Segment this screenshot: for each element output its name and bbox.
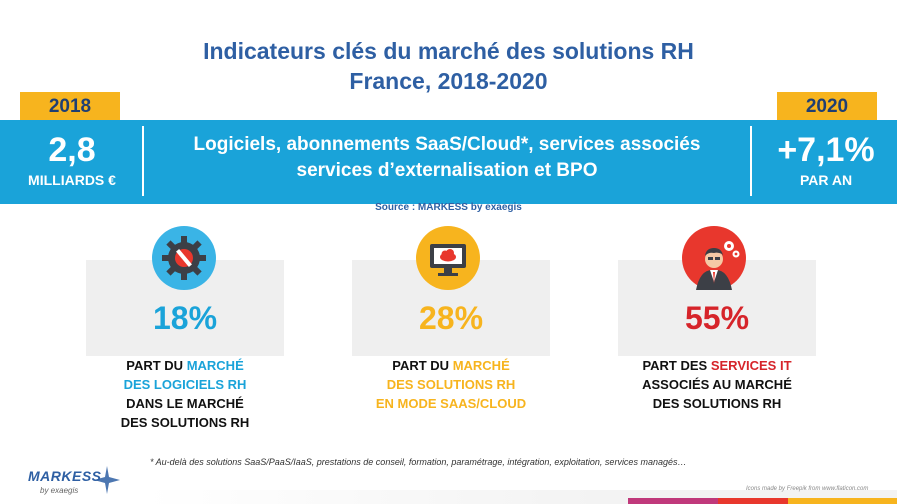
logo-name: MARKESS xyxy=(28,468,102,484)
strip-segment-purple xyxy=(628,498,718,504)
desc-highlight: DES SOLUTIONS RH xyxy=(386,377,516,392)
strip-segment-red xyxy=(718,498,788,504)
software-share-description: PART DU MARCHÉ DES LOGICIELS RH DANS LE … xyxy=(75,356,295,432)
strip-segment-yellow xyxy=(788,498,897,504)
growth-stat: +7,1% PAR AN xyxy=(757,120,895,204)
market-scope-line-1: Logiciels, abonnements SaaS/Cloud*, serv… xyxy=(193,134,701,155)
markess-logo: MARKESS by exaegis xyxy=(28,464,128,500)
market-scope-text: Logiciels, abonnements SaaS/Cloud*, serv… xyxy=(142,132,752,184)
title-line-2: France, 2018-2020 xyxy=(349,68,548,94)
year-tab-2018: 2018 xyxy=(20,92,120,122)
desc-highlight: DES LOGICIELS RH xyxy=(123,377,247,392)
logo-subtitle: by exaegis xyxy=(40,486,79,495)
band-divider-box xyxy=(142,126,752,196)
desc-text: PART DES xyxy=(642,358,711,373)
gear-wrench-icon xyxy=(152,226,216,290)
consultant-gears-icon xyxy=(682,226,746,290)
market-size-value: 2,8 xyxy=(48,131,96,169)
market-size-stat: 2,8 MILLIARDS € xyxy=(8,120,136,204)
desc-text: DANS LE MARCHÉ xyxy=(126,396,244,411)
desc-highlight: SERVICES IT xyxy=(710,358,792,373)
desc-text: PART DU xyxy=(126,358,187,373)
desc-text: DES SOLUTIONS RH xyxy=(120,415,250,430)
services-share-percent: 55% xyxy=(684,300,750,336)
cloud-monitor-icon xyxy=(416,226,480,290)
saas-share-description: PART DU MARCHÉ DES SOLUTIONS RH EN MODE … xyxy=(341,356,561,413)
desc-text: ASSOCIÉS AU MARCHÉ xyxy=(642,377,792,392)
desc-text: DES SOLUTIONS RH xyxy=(652,396,782,411)
footnote: * Au-delà des solutions SaaS/PaaS/IaaS, … xyxy=(150,457,687,467)
source-note: Source : MARKESS by exaegis xyxy=(375,202,522,213)
icon-credit: Icons made by Freepik from www.flaticon.… xyxy=(746,486,869,492)
services-share-description: PART DES SERVICES IT ASSOCIÉS AU MARCHÉ … xyxy=(607,356,827,413)
software-share-percent: 18% xyxy=(152,300,218,336)
desc-text: PART DU xyxy=(392,358,453,373)
year-tab-2020: 2020 xyxy=(777,92,877,122)
saas-share-percent: 28% xyxy=(418,300,484,336)
desc-highlight: MARCHÉ xyxy=(186,358,244,373)
market-scope-line-2: services d’externalisation et BPO xyxy=(296,160,598,181)
star-icon xyxy=(94,466,120,494)
desc-highlight: MARCHÉ xyxy=(452,358,510,373)
title-line-1: Indicateurs clés du marché des solutions… xyxy=(203,38,694,64)
market-size-unit: MILLIARDS € xyxy=(28,172,116,188)
desc-highlight: EN MODE SAAS/CLOUD xyxy=(375,396,527,411)
growth-unit: PAR AN xyxy=(799,172,853,188)
growth-value: +7,1% xyxy=(777,131,875,169)
